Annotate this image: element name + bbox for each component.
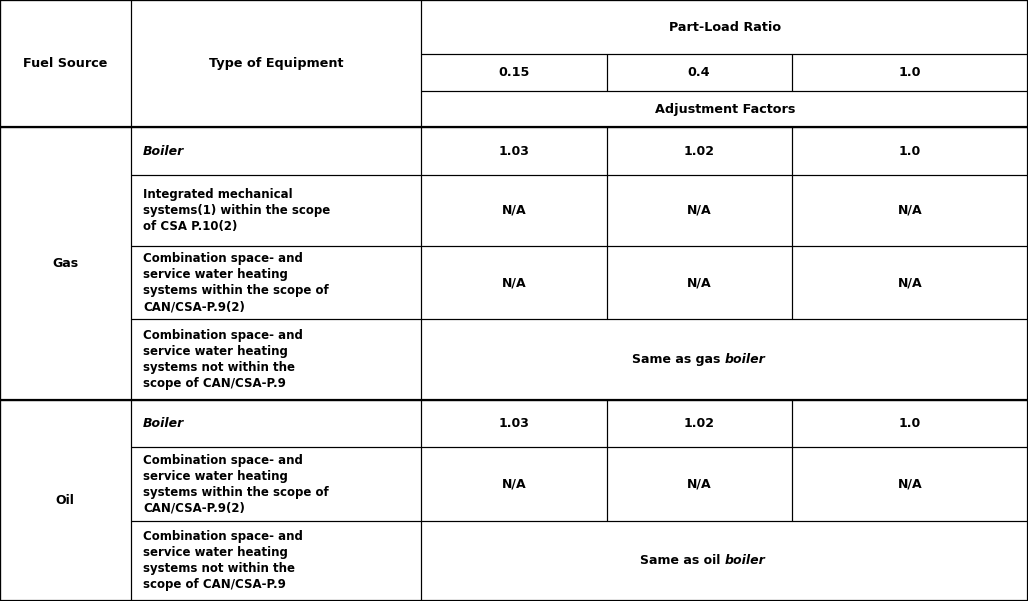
Text: Adjustment Factors: Adjustment Factors	[655, 103, 795, 116]
Text: 1.0: 1.0	[898, 145, 921, 157]
Text: boiler: boiler	[725, 554, 766, 567]
Text: N/A: N/A	[687, 204, 711, 217]
Bar	[421, 127, 607, 175]
Text: 1.0: 1.0	[898, 417, 921, 430]
Text: Combination space- and
service water heating
systems not within the
scope of CAN: Combination space- and service water hea…	[143, 329, 303, 390]
Bar	[421, 0, 1028, 54]
Bar	[131, 319, 421, 400]
Text: N/A: N/A	[897, 478, 922, 490]
Text: Combination space- and
service water heating
systems within the scope of
CAN/CSA: Combination space- and service water hea…	[143, 252, 329, 313]
Bar	[792, 54, 1028, 91]
Bar	[421, 175, 607, 246]
Bar	[792, 246, 1028, 319]
Text: Same as oil: Same as oil	[640, 554, 725, 567]
Text: N/A: N/A	[502, 204, 526, 217]
Bar	[421, 447, 607, 521]
Text: 1.02: 1.02	[684, 145, 714, 157]
Text: Type of Equipment: Type of Equipment	[209, 57, 343, 70]
Text: N/A: N/A	[897, 204, 922, 217]
Bar	[607, 54, 792, 91]
Bar	[607, 246, 792, 319]
Bar	[607, 175, 792, 246]
Bar	[792, 447, 1028, 521]
Bar	[131, 0, 421, 127]
Text: 1.0: 1.0	[898, 66, 921, 79]
Text: Integrated mechanical
systems(1) within the scope
of CSA P.10(2): Integrated mechanical systems(1) within …	[143, 188, 330, 233]
Bar	[792, 127, 1028, 175]
Text: Fuel Source: Fuel Source	[23, 57, 108, 70]
Text: N/A: N/A	[687, 478, 711, 490]
Text: Gas: Gas	[52, 257, 78, 270]
Text: N/A: N/A	[897, 276, 922, 289]
Bar	[607, 127, 792, 175]
Bar	[0, 127, 131, 400]
Bar	[792, 400, 1028, 447]
Bar	[421, 91, 1028, 127]
Text: Combination space- and
service water heating
systems not within the
scope of CAN: Combination space- and service water hea…	[143, 531, 303, 591]
Bar	[607, 447, 792, 521]
Text: Boiler: Boiler	[143, 417, 184, 430]
Bar	[131, 246, 421, 319]
Text: Part-Load Ratio: Part-Load Ratio	[668, 20, 781, 34]
Text: 1.03: 1.03	[499, 417, 529, 430]
Bar	[421, 246, 607, 319]
Text: 0.15: 0.15	[499, 66, 529, 79]
Text: N/A: N/A	[502, 478, 526, 490]
Bar	[0, 400, 131, 601]
Text: N/A: N/A	[687, 276, 711, 289]
Text: 0.4: 0.4	[688, 66, 710, 79]
Text: Combination space- and
service water heating
systems within the scope of
CAN/CSA: Combination space- and service water hea…	[143, 454, 329, 514]
Bar	[0, 0, 131, 127]
Bar	[421, 400, 607, 447]
Text: boiler: boiler	[725, 353, 766, 366]
Bar	[131, 447, 421, 521]
Bar	[421, 319, 1028, 400]
Bar	[421, 54, 607, 91]
Bar	[131, 521, 421, 601]
Text: N/A: N/A	[502, 276, 526, 289]
Text: Oil: Oil	[56, 494, 75, 507]
Bar	[792, 175, 1028, 246]
Text: 1.03: 1.03	[499, 145, 529, 157]
Bar	[421, 521, 1028, 601]
Text: 1.02: 1.02	[684, 417, 714, 430]
Bar	[607, 400, 792, 447]
Bar	[131, 175, 421, 246]
Text: Same as gas: Same as gas	[632, 353, 725, 366]
Bar	[131, 127, 421, 175]
Bar	[131, 400, 421, 447]
Text: Boiler: Boiler	[143, 145, 184, 157]
